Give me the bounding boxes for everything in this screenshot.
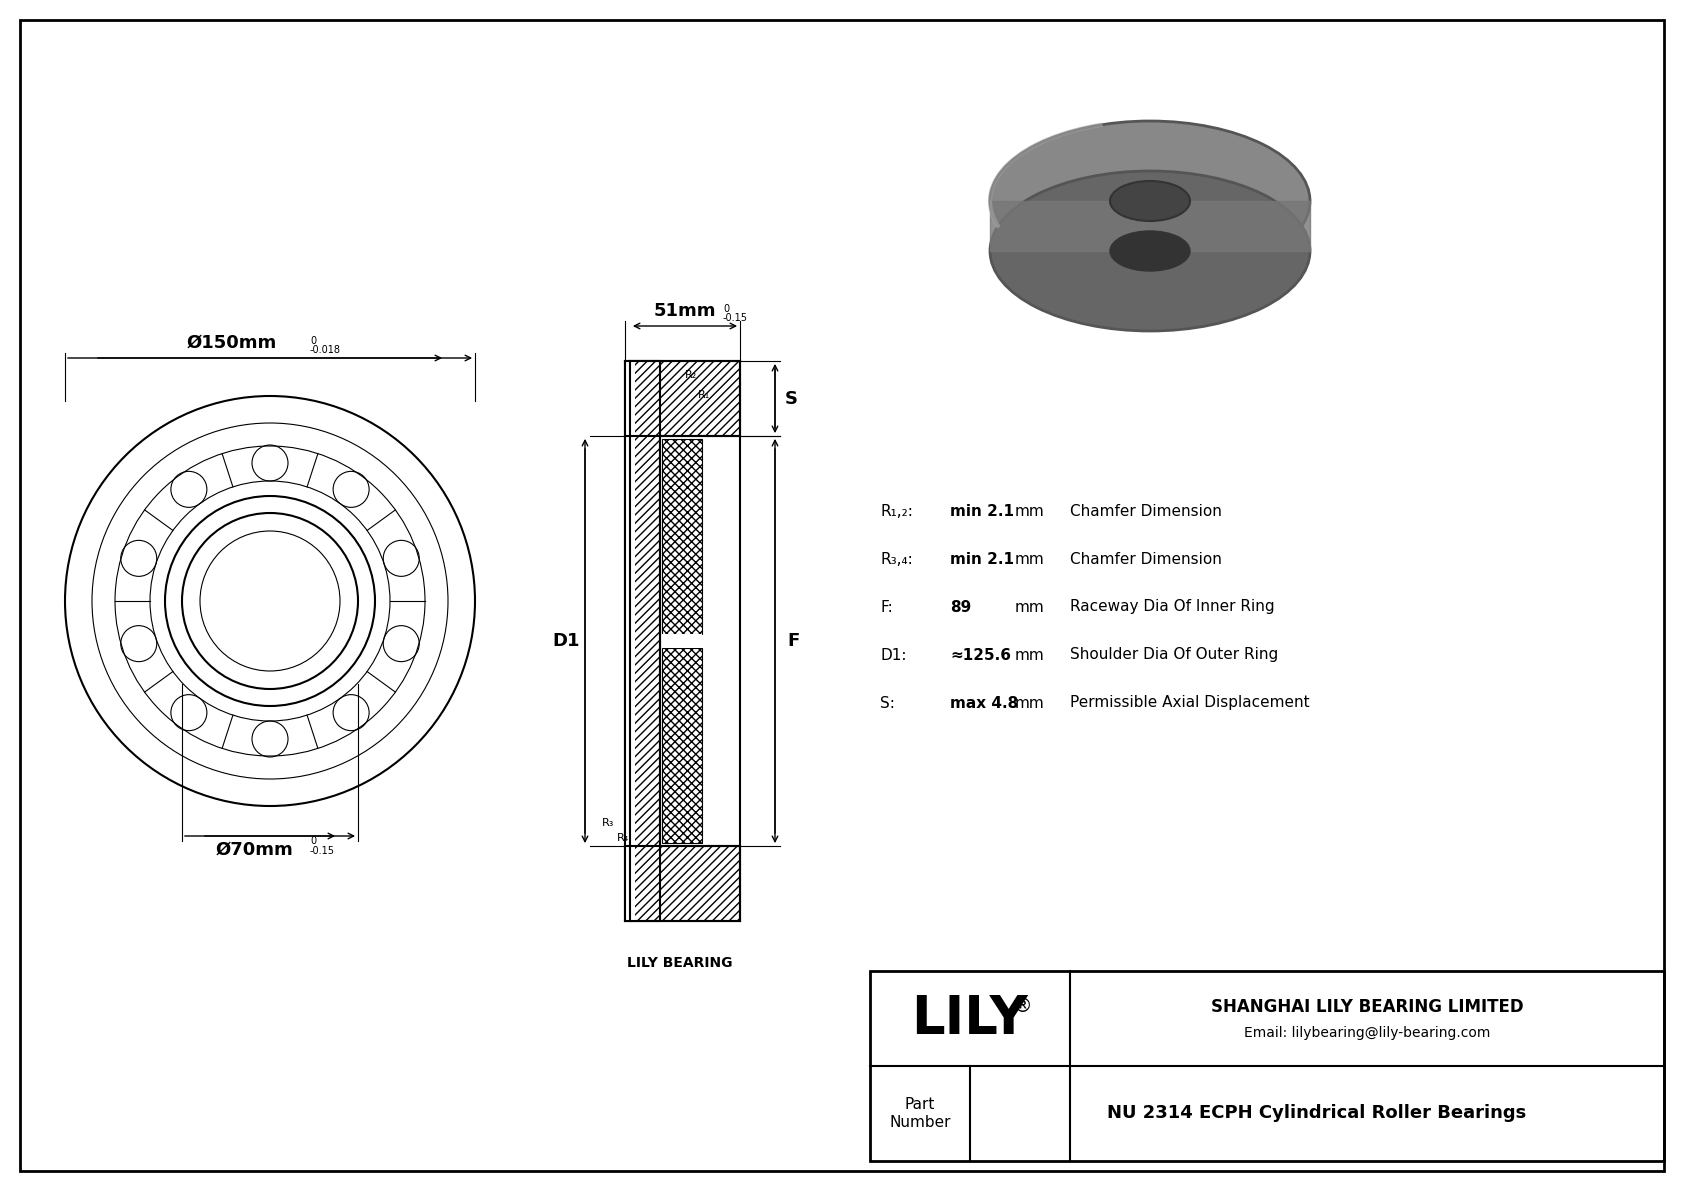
Text: mm: mm <box>1015 696 1044 711</box>
Text: D1:: D1: <box>881 648 906 662</box>
Text: R₄: R₄ <box>616 833 630 843</box>
Text: F: F <box>786 632 800 650</box>
Text: NU 2314 ECPH Cylindrical Roller Bearings: NU 2314 ECPH Cylindrical Roller Bearings <box>1108 1104 1527 1122</box>
Text: mm: mm <box>1015 551 1044 567</box>
Bar <box>625 436 640 846</box>
Text: R₃,₄:: R₃,₄: <box>881 551 913 567</box>
Text: -0.018: -0.018 <box>310 345 340 355</box>
Text: max 4.8: max 4.8 <box>950 696 1019 711</box>
Text: SHANGHAI LILY BEARING LIMITED: SHANGHAI LILY BEARING LIMITED <box>1211 998 1524 1016</box>
Text: LILY BEARING: LILY BEARING <box>626 956 733 969</box>
Text: D1: D1 <box>552 632 579 650</box>
Bar <box>625 361 739 436</box>
Text: -0.15: -0.15 <box>722 313 748 323</box>
Ellipse shape <box>1110 181 1191 222</box>
Text: 0: 0 <box>310 336 317 347</box>
Text: Ø70mm: Ø70mm <box>216 841 295 859</box>
Bar <box>630 361 660 921</box>
Ellipse shape <box>990 121 1310 281</box>
Text: Shoulder Dia Of Outer Ring: Shoulder Dia Of Outer Ring <box>1069 648 1278 662</box>
Text: Permissible Axial Displacement: Permissible Axial Displacement <box>1069 696 1310 711</box>
Text: ®: ® <box>1012 997 1032 1016</box>
Text: Raceway Dia Of Inner Ring: Raceway Dia Of Inner Ring <box>1069 599 1275 615</box>
Text: R₁: R₁ <box>697 391 711 400</box>
Bar <box>871 971 1664 1161</box>
Text: Ø150mm: Ø150mm <box>187 333 278 353</box>
Text: mm: mm <box>1015 648 1044 662</box>
Text: S: S <box>785 389 798 407</box>
Text: Part
Number: Part Number <box>889 1097 951 1130</box>
Text: Chamfer Dimension: Chamfer Dimension <box>1069 551 1223 567</box>
Bar <box>662 648 702 843</box>
Ellipse shape <box>1110 231 1191 272</box>
Text: R₃: R₃ <box>601 818 615 828</box>
Bar <box>662 439 702 634</box>
Text: 0: 0 <box>310 836 317 846</box>
Bar <box>662 634 702 648</box>
Text: Chamfer Dimension: Chamfer Dimension <box>1069 504 1223 518</box>
Text: R₁,₂:: R₁,₂: <box>881 504 913 518</box>
Text: 89: 89 <box>950 599 972 615</box>
Text: mm: mm <box>1015 599 1044 615</box>
Text: F:: F: <box>881 599 893 615</box>
Text: Email: lilybearing@lily-bearing.com: Email: lilybearing@lily-bearing.com <box>1244 1025 1490 1040</box>
Text: 51mm: 51mm <box>653 303 716 320</box>
Text: R₂: R₂ <box>685 370 697 380</box>
Text: LILY: LILY <box>911 992 1029 1045</box>
Text: ≈125.6: ≈125.6 <box>950 648 1010 662</box>
Bar <box>625 361 635 921</box>
Text: min 2.1: min 2.1 <box>950 504 1014 518</box>
Ellipse shape <box>990 172 1310 331</box>
Text: -0.15: -0.15 <box>310 846 335 856</box>
Text: mm: mm <box>1015 504 1044 518</box>
Text: 0: 0 <box>722 304 729 314</box>
Text: S:: S: <box>881 696 894 711</box>
Bar <box>625 846 739 921</box>
Text: min 2.1: min 2.1 <box>950 551 1014 567</box>
